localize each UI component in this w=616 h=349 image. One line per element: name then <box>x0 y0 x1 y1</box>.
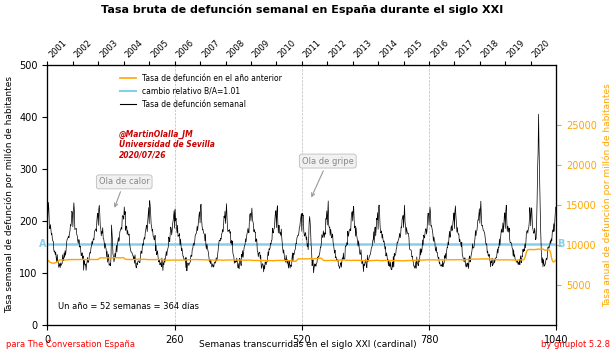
Title: Tasa bruta de defunción semanal en España durante el siglo XXI: Tasa bruta de defunción semanal en Españ… <box>100 4 503 15</box>
Text: @MartinOlalla_JM
Universidad de Sevilla
2020/07/26: @MartinOlalla_JM Universidad de Sevilla … <box>119 130 214 159</box>
Text: Ola de gripe: Ola de gripe <box>302 157 354 196</box>
Text: Ola de calor: Ola de calor <box>99 177 150 207</box>
Text: Semanas transcurridas en el siglo XXI (cardinal): Semanas transcurridas en el siglo XXI (c… <box>199 340 417 349</box>
Text: Un año = 52 semanas = 364 días: Un año = 52 semanas = 364 días <box>58 303 198 311</box>
Text: A: A <box>39 239 47 249</box>
Text: para The Conversation España: para The Conversation España <box>6 340 135 349</box>
Y-axis label: Tasa anual de defunción por millón de habitantes: Tasa anual de defunción por millón de ha… <box>602 83 612 307</box>
Text: B: B <box>557 239 564 249</box>
Y-axis label: Tasa semanal de defunción por millón de habitantes: Tasa semanal de defunción por millón de … <box>4 76 14 313</box>
Text: by gnuplot 5.2.8: by gnuplot 5.2.8 <box>541 340 610 349</box>
Legend: Tasa de defunción en el año anterior, cambio relativo B/A=1.01, Tasa de defunció: Tasa de defunción en el año anterior, ca… <box>118 71 285 112</box>
